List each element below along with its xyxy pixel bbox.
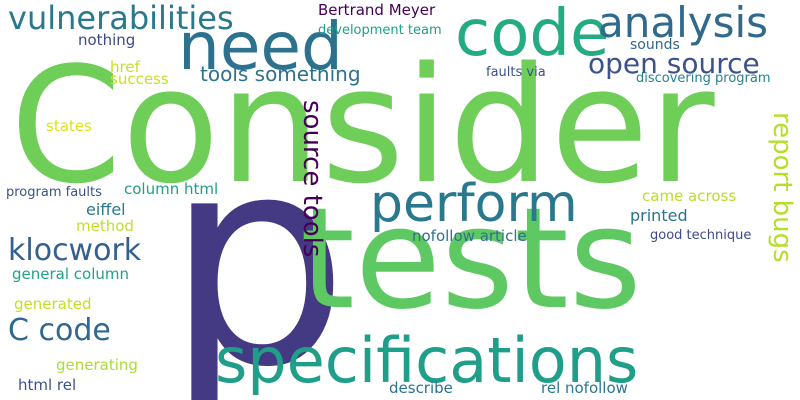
word-vulnerabilities: vulnerabilities bbox=[8, 0, 234, 37]
word-bertrand-meyer: Bertrand Meyer bbox=[318, 1, 436, 19]
word-rel-nofollow: rel nofollow bbox=[541, 379, 628, 397]
word-states: states bbox=[46, 117, 92, 135]
word-tools-something: tools something bbox=[200, 62, 361, 86]
word-tests: tests bbox=[300, 178, 642, 341]
word-good-technique: good technique bbox=[650, 228, 752, 243]
word-success: success bbox=[110, 70, 169, 88]
word-faults-via: faults via bbox=[486, 65, 546, 80]
word-code: code bbox=[455, 0, 610, 71]
word-report-bugs: report bugs bbox=[767, 112, 797, 263]
word-nofollow-article: nofollow article bbox=[412, 227, 527, 245]
word-development-team: development team bbox=[318, 23, 442, 38]
word-href: href bbox=[110, 58, 140, 76]
word-generated: generated bbox=[14, 295, 92, 313]
word-open-source: open source bbox=[588, 47, 760, 80]
word-discovering-program: discovering program bbox=[636, 71, 771, 86]
word-printed: printed bbox=[630, 206, 688, 225]
word-general-column: general column bbox=[12, 265, 129, 283]
word-specifications: specifications bbox=[215, 324, 639, 397]
word-nothing: nothing bbox=[78, 31, 136, 49]
word-html-rel: html rel bbox=[18, 376, 77, 394]
word-p: p bbox=[165, 94, 350, 400]
word-c-code: C code bbox=[8, 313, 111, 348]
word-source-tools: source tools bbox=[297, 100, 327, 258]
word-sounds: sounds bbox=[630, 37, 680, 53]
word-column-html: column html bbox=[124, 180, 219, 198]
word-klocwork: klocwork bbox=[8, 233, 142, 268]
word-need: need bbox=[178, 8, 343, 85]
word-method: method bbox=[76, 217, 134, 235]
word-generating: generating bbox=[56, 356, 138, 374]
word-perform: perform bbox=[370, 174, 578, 234]
word-analysis: analysis bbox=[598, 0, 769, 47]
word-consider: Consider bbox=[10, 32, 715, 219]
word-program-faults: program faults bbox=[6, 185, 102, 200]
word-describe: describe bbox=[389, 379, 453, 397]
word-came-across: came across bbox=[642, 187, 737, 205]
word-eiffel: eiffel bbox=[86, 200, 126, 219]
